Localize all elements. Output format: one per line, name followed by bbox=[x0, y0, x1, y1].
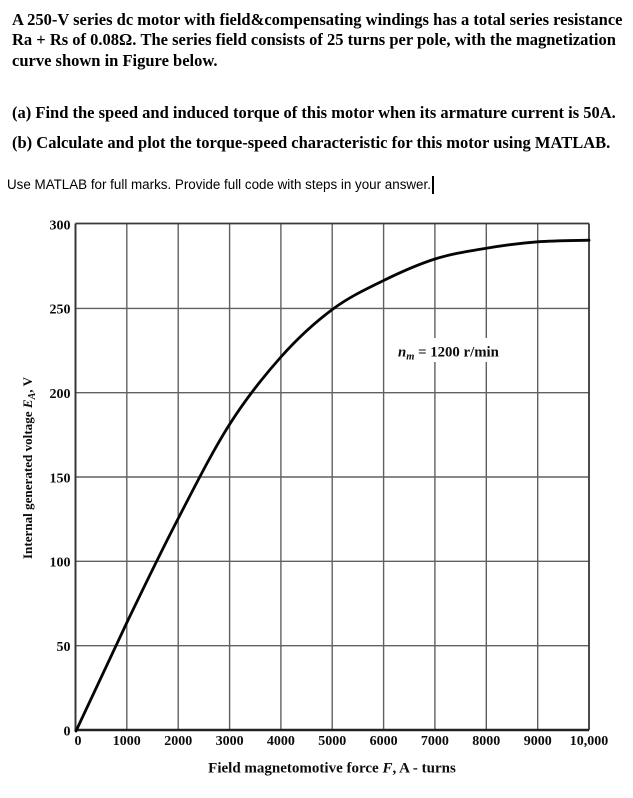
svg-text:300: 300 bbox=[50, 218, 71, 233]
svg-text:Internal generated voltage EA,: Internal generated voltage EA, V bbox=[20, 376, 38, 559]
svg-text:6000: 6000 bbox=[370, 734, 398, 749]
svg-text:8000: 8000 bbox=[472, 734, 500, 749]
svg-text:2000: 2000 bbox=[164, 734, 192, 749]
svg-text:9000: 9000 bbox=[524, 734, 552, 749]
svg-text:250: 250 bbox=[50, 303, 71, 318]
svg-text:10,000: 10,000 bbox=[570, 734, 609, 749]
svg-text:150: 150 bbox=[50, 471, 71, 486]
svg-text:1000: 1000 bbox=[113, 734, 141, 749]
svg-text:200: 200 bbox=[50, 387, 71, 402]
svg-text:50: 50 bbox=[57, 640, 71, 655]
svg-text:3000: 3000 bbox=[216, 734, 244, 749]
svg-text:0: 0 bbox=[64, 724, 71, 739]
svg-text:Field magnetomotive force F, A: Field magnetomotive force F, A - turns bbox=[208, 761, 456, 777]
svg-text:5000: 5000 bbox=[318, 734, 346, 749]
svg-text:100: 100 bbox=[50, 556, 71, 571]
svg-text:0: 0 bbox=[75, 734, 82, 749]
svg-text:4000: 4000 bbox=[267, 734, 295, 749]
svg-text:7000: 7000 bbox=[421, 734, 449, 749]
svg-text:nm = 1200 r/min: nm = 1200 r/min bbox=[398, 345, 499, 363]
